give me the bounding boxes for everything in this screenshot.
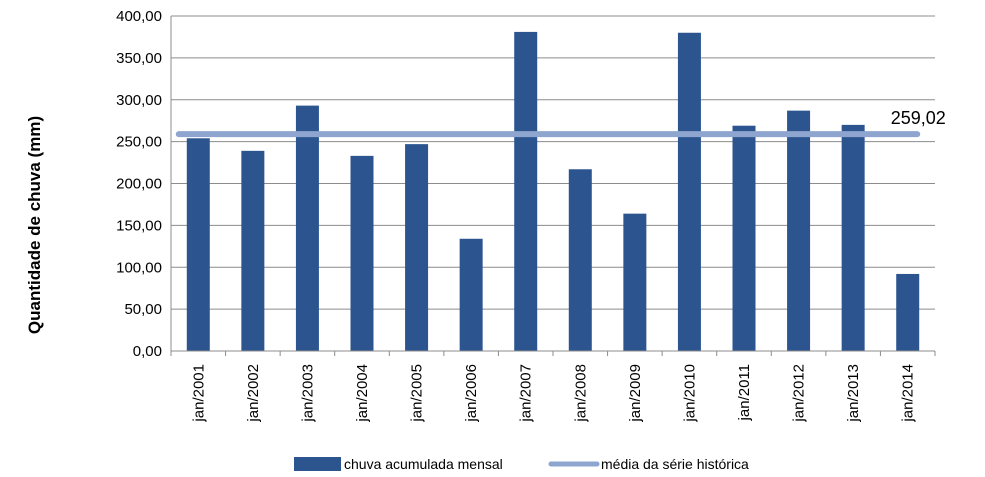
bar (241, 150, 265, 351)
x-tick-label: jan/2009 (627, 364, 644, 423)
bar (677, 32, 701, 351)
y-tick-label: 200,00 (116, 176, 162, 193)
legend-swatch-bar (294, 457, 341, 471)
y-tick-label: 100,00 (116, 259, 162, 276)
x-tick-label: jan/2003 (299, 364, 316, 423)
y-tick-label: 400,00 (116, 8, 162, 25)
bar (295, 105, 319, 351)
x-tick-label: jan/2007 (518, 364, 535, 423)
bar (841, 124, 865, 351)
x-tick-label: jan/2013 (845, 364, 862, 423)
average-value-label: 259,02 (891, 108, 946, 128)
x-tick-label: jan/2011 (736, 364, 753, 421)
y-tick-label: 300,00 (116, 92, 162, 109)
bar (405, 144, 429, 351)
bar (514, 31, 538, 351)
y-axis-label: Quantidade de chuva (mm) (25, 116, 44, 334)
legend-label-line: média da série histórica (601, 456, 749, 472)
x-tick-label: jan/2012 (791, 364, 808, 423)
x-tick-label: jan/2002 (245, 364, 262, 423)
x-tick-label: jan/2006 (463, 364, 480, 423)
bar (896, 273, 920, 351)
bar-series (186, 31, 920, 352)
y-tick-label: 50,00 (124, 301, 162, 318)
legend: chuva acumulada mensal média da série hi… (294, 456, 749, 472)
bar (350, 155, 374, 351)
bar (568, 169, 592, 351)
bar (186, 138, 210, 351)
x-tick-label: jan/2010 (681, 364, 698, 423)
y-tick-label: 350,00 (116, 50, 162, 67)
bar (459, 238, 483, 351)
grid-lines (171, 15, 935, 310)
bar (787, 110, 811, 351)
y-tick-label: 150,00 (116, 217, 162, 234)
legend-label-bar: chuva acumulada mensal (344, 456, 503, 472)
y-tick-label: 250,00 (116, 134, 162, 151)
x-tick-label: jan/2014 (900, 364, 917, 423)
y-tick-labels: 0,00 50,00 100,00 150,00 200,00 250,00 300,00 3… (116, 8, 162, 360)
bar (732, 125, 756, 352)
bar (623, 213, 647, 351)
x-tick-labels: jan/2001 jan/2002 jan/2003 jan/2004 jan/2005… (170, 351, 936, 423)
x-tick-label: jan/2005 (409, 364, 426, 423)
y-tick-label: 0,00 (133, 343, 162, 360)
x-tick-label: jan/2001 (190, 364, 207, 423)
x-tick-label: jan/2004 (354, 364, 371, 423)
x-tick-label: jan/2008 (572, 364, 589, 423)
